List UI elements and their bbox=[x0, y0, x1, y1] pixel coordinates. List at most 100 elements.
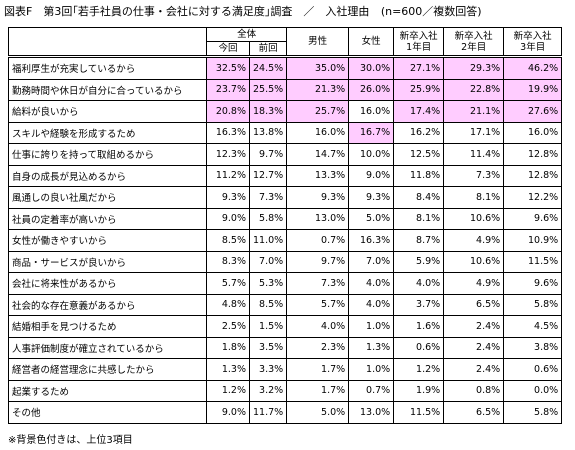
value-cell: 1.5% bbox=[248, 315, 288, 338]
header-line: 新卒入社 bbox=[454, 30, 493, 42]
value-cell: 11.2% bbox=[206, 164, 250, 187]
value-cell: 3.8% bbox=[503, 336, 563, 359]
value-cell: 1.0% bbox=[348, 358, 395, 381]
value-cell: 16.0% bbox=[348, 100, 395, 123]
value-cell: 8.3% bbox=[206, 250, 250, 273]
title-bar: 図表F 第3回｢若手社員の仕事・会社に対する満足度｣調査 ／ 入社理由 (n=6… bbox=[4, 3, 490, 19]
value-cell: 4.9% bbox=[443, 272, 505, 295]
header-cell: 今回 bbox=[206, 41, 250, 57]
value-cell: 10.6% bbox=[443, 250, 505, 273]
row-label: 結婚相手を見つけるため bbox=[8, 315, 207, 338]
value-cell: 4.8% bbox=[206, 293, 250, 316]
value-cell: 1.2% bbox=[206, 379, 250, 402]
value-cell: 29.3% bbox=[443, 55, 505, 80]
value-cell: 12.8% bbox=[503, 143, 563, 166]
value-cell: 4.0% bbox=[393, 272, 445, 295]
value-cell: 18.3% bbox=[248, 100, 288, 123]
value-cell: 11.4% bbox=[443, 143, 505, 166]
table-row: 会社に将来性があるから 5.7% 5.3% 7.3% 4.0% 4.0% 4.9% 9.6% bbox=[8, 272, 563, 295]
value-cell: 12.2% bbox=[503, 186, 563, 209]
value-cell: 12.8% bbox=[503, 164, 563, 187]
table-row: 商品・サービスが良いから 8.3% 7.0% 9.7% 7.0% 5.9% 10.6% 11.… bbox=[8, 250, 563, 273]
value-cell: 9.0% bbox=[206, 401, 250, 424]
value-cell: 3.3% bbox=[248, 358, 288, 381]
value-cell: 4.0% bbox=[348, 293, 395, 316]
table-row: 社員の定着率が高いから 9.0% 5.8% 13.0% 5.0% 8.1% 10.6% 9.6… bbox=[8, 207, 563, 230]
row-label: 仕事に誇りを持って取組めるから bbox=[8, 143, 207, 166]
header-cell: 男性 bbox=[286, 27, 350, 57]
value-cell: 1.8% bbox=[206, 336, 250, 359]
value-cell: 27.6% bbox=[503, 100, 563, 123]
value-cell: 21.3% bbox=[286, 78, 350, 101]
value-cell: 0.0% bbox=[503, 379, 563, 402]
value-cell: 2.5% bbox=[206, 315, 250, 338]
value-cell: 13.0% bbox=[286, 207, 350, 230]
row-label: 勤務時間や休日が自分に合っているから bbox=[8, 78, 207, 101]
header-line: 2年目 bbox=[461, 41, 487, 53]
value-cell: 5.7% bbox=[286, 293, 350, 316]
row-label: 経営者の経営理念に共感したから bbox=[8, 358, 207, 381]
value-cell: 9.0% bbox=[348, 164, 395, 187]
row-label: スキルや経験を形成するため bbox=[8, 121, 207, 144]
value-cell: 16.2% bbox=[393, 121, 445, 144]
value-cell: 9.3% bbox=[348, 186, 395, 209]
header-cell: 新卒入社 3年目 bbox=[503, 27, 563, 57]
value-cell: 4.9% bbox=[443, 229, 505, 252]
value-cell: 2.4% bbox=[443, 358, 505, 381]
value-cell: 16.3% bbox=[206, 121, 250, 144]
value-cell: 7.0% bbox=[348, 250, 395, 273]
value-cell: 11.5% bbox=[393, 401, 445, 424]
footnote: ※背景色付きは、上位3項目 bbox=[8, 435, 133, 446]
value-cell: 13.0% bbox=[348, 401, 395, 424]
table-row: 人事評価制度が確立されているから 1.8% 3.5% 2.3% 1.3% 0.6% 2.4%… bbox=[8, 336, 563, 359]
title: 図表F 第3回｢若手社員の仕事・会社に対する満足度｣調査 ／ 入社理由 bbox=[4, 5, 370, 18]
value-cell: 9.3% bbox=[286, 186, 350, 209]
value-cell: 9.6% bbox=[503, 207, 563, 230]
row-label: 風通しの良い社風だから bbox=[8, 186, 207, 209]
table-row: 給料が良いから 20.8% 18.3% 25.7% 16.0% 17.4% 21.1% 27.… bbox=[8, 100, 563, 123]
value-cell: 7.3% bbox=[248, 186, 288, 209]
table-row: 社会的な存在意義があるから 4.8% 8.5% 5.7% 4.0% 3.7% 6.5% 5.8… bbox=[8, 293, 563, 316]
value-cell: 1.6% bbox=[393, 315, 445, 338]
row-label: 給料が良いから bbox=[8, 100, 207, 123]
table-row: 経営者の経営理念に共感したから 1.3% 3.3% 1.7% 1.0% 1.2% 2.4% 0… bbox=[8, 358, 563, 381]
row-label: 起業するため bbox=[8, 379, 207, 402]
row-label: 会社に将来性があるから bbox=[8, 272, 207, 295]
table-row: 勤務時間や休日が自分に合っているから 23.7% 25.5% 21.3% 26.0% 25… bbox=[8, 78, 563, 101]
value-cell: 1.9% bbox=[393, 379, 445, 402]
value-cell: 4.5% bbox=[503, 315, 563, 338]
table-row: 女性が働きやすいから 8.5% 11.0% 0.7% 16.3% 8.7% 4.9% 10.9… bbox=[8, 229, 563, 252]
value-cell: 11.8% bbox=[393, 164, 445, 187]
value-cell: 25.9% bbox=[393, 78, 445, 101]
value-cell: 17.1% bbox=[443, 121, 505, 144]
value-cell: 5.8% bbox=[248, 207, 288, 230]
header-cell: 新卒入社 2年目 bbox=[443, 27, 505, 57]
value-cell: 1.2% bbox=[393, 358, 445, 381]
value-cell: 25.5% bbox=[248, 78, 288, 101]
value-cell: 4.0% bbox=[348, 272, 395, 295]
row-label: 人事評価制度が確立されているから bbox=[8, 336, 207, 359]
value-cell: 8.1% bbox=[443, 186, 505, 209]
value-cell: 1.0% bbox=[348, 315, 395, 338]
header-cell: 新卒入社 1年目 bbox=[393, 27, 445, 57]
value-cell: 2.4% bbox=[443, 336, 505, 359]
value-cell: 46.2% bbox=[503, 55, 563, 80]
value-cell: 5.0% bbox=[348, 207, 395, 230]
value-cell: 7.0% bbox=[248, 250, 288, 273]
value-cell: 6.5% bbox=[443, 293, 505, 316]
row-label: 社会的な存在意義があるから bbox=[8, 293, 207, 316]
value-cell: 8.5% bbox=[206, 229, 250, 252]
header-cell: 全体 bbox=[205, 27, 288, 42]
header-cell bbox=[8, 27, 207, 57]
value-cell: 9.6% bbox=[503, 272, 563, 295]
value-cell: 24.5% bbox=[248, 55, 288, 80]
value-cell: 16.7% bbox=[348, 121, 395, 144]
value-cell: 9.7% bbox=[286, 250, 350, 273]
value-cell: 32.5% bbox=[206, 55, 250, 80]
value-cell: 22.8% bbox=[443, 78, 505, 101]
value-cell: 27.1% bbox=[393, 55, 445, 80]
table-row: 起業するため 1.2% 3.2% 1.7% 0.7% 1.9% 0.8% 0.0% bbox=[8, 379, 563, 402]
row-label: 商品・サービスが良いから bbox=[8, 250, 207, 273]
value-cell: 19.9% bbox=[503, 78, 563, 101]
